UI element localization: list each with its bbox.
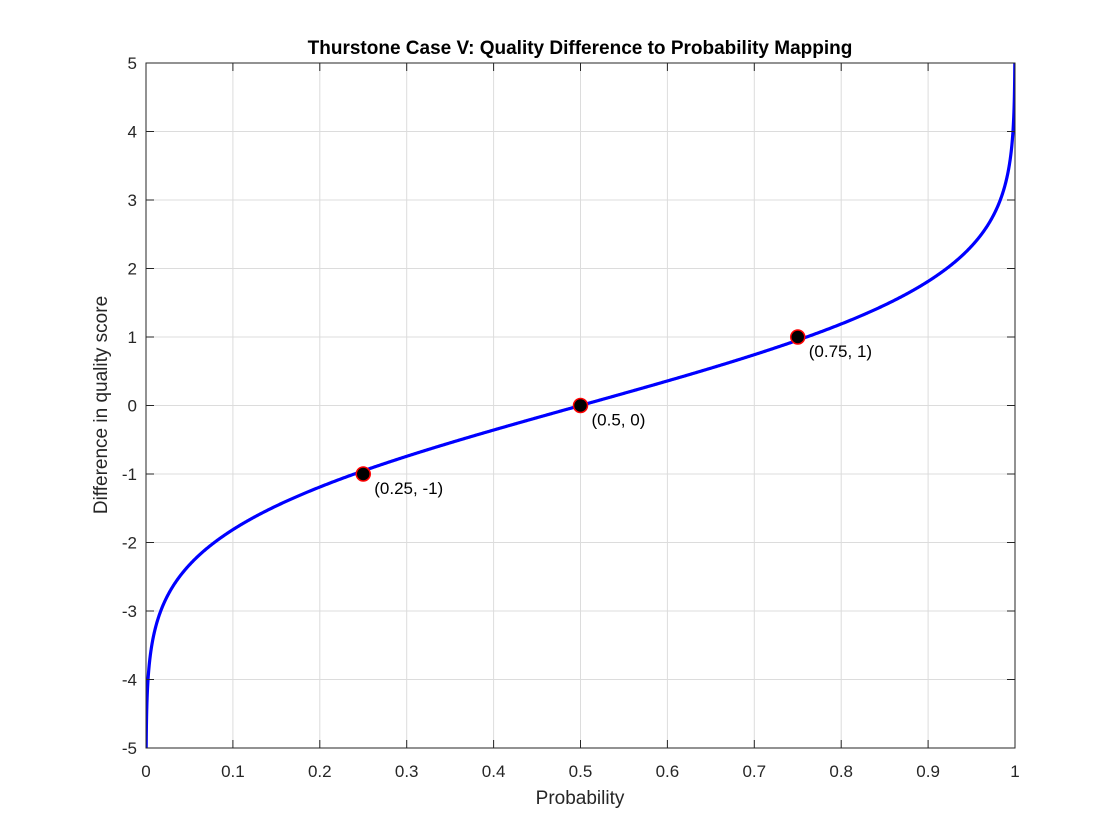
chart-title: Thurstone Case V: Quality Difference to … bbox=[308, 38, 853, 59]
y-tick-label: -1 bbox=[122, 465, 137, 484]
y-tick-label: 0 bbox=[128, 397, 137, 416]
y-tick-label: 5 bbox=[128, 54, 137, 73]
x-tick-label: 0.9 bbox=[916, 762, 940, 781]
x-tick-label: 0.5 bbox=[569, 762, 593, 781]
data-point-label: (0.5, 0) bbox=[592, 411, 646, 430]
x-tick-label: 0.2 bbox=[308, 762, 332, 781]
x-tick-label: 0.4 bbox=[482, 762, 506, 781]
x-tick-labels: 0 0.1 0.2 0.3 0.4 0.5 0.6 0.7 0.8 0.9 1 bbox=[141, 762, 1019, 781]
y-axis-label: Difference in quality score bbox=[91, 296, 112, 514]
y-tick-label: -4 bbox=[122, 671, 137, 690]
x-tick-label: 0.6 bbox=[656, 762, 680, 781]
data-point-label: (0.75, 1) bbox=[809, 342, 872, 361]
x-axis-label: Probability bbox=[536, 788, 625, 809]
x-tick-label: 0.1 bbox=[221, 762, 245, 781]
data-point-marker bbox=[355, 466, 371, 482]
y-tick-label: 4 bbox=[128, 123, 137, 142]
y-tick-label: -3 bbox=[122, 602, 137, 621]
x-tick-label: 1 bbox=[1010, 762, 1019, 781]
data-point-marker bbox=[790, 329, 806, 345]
data-point-marker bbox=[572, 397, 589, 414]
marker-layer: (0.25, -1) (0.5, 0) (0.75, 1) bbox=[355, 329, 872, 498]
x-tick-label: 0.3 bbox=[395, 762, 419, 781]
y-tick-label: -5 bbox=[122, 739, 137, 758]
x-tick-label: 0.7 bbox=[742, 762, 766, 781]
ticks bbox=[145, 62, 1016, 749]
y-tick-label: -2 bbox=[122, 534, 137, 553]
y-tick-label: 2 bbox=[128, 260, 137, 279]
y-tick-labels: -5 -4 -3 -2 -1 0 1 2 3 4 5 bbox=[122, 54, 137, 758]
x-tick-label: 0.8 bbox=[829, 762, 853, 781]
y-tick-label: 3 bbox=[128, 191, 137, 210]
y-tick-label: 1 bbox=[128, 328, 137, 347]
data-point-label: (0.25, -1) bbox=[374, 479, 443, 498]
x-tick-label: 0 bbox=[141, 762, 150, 781]
